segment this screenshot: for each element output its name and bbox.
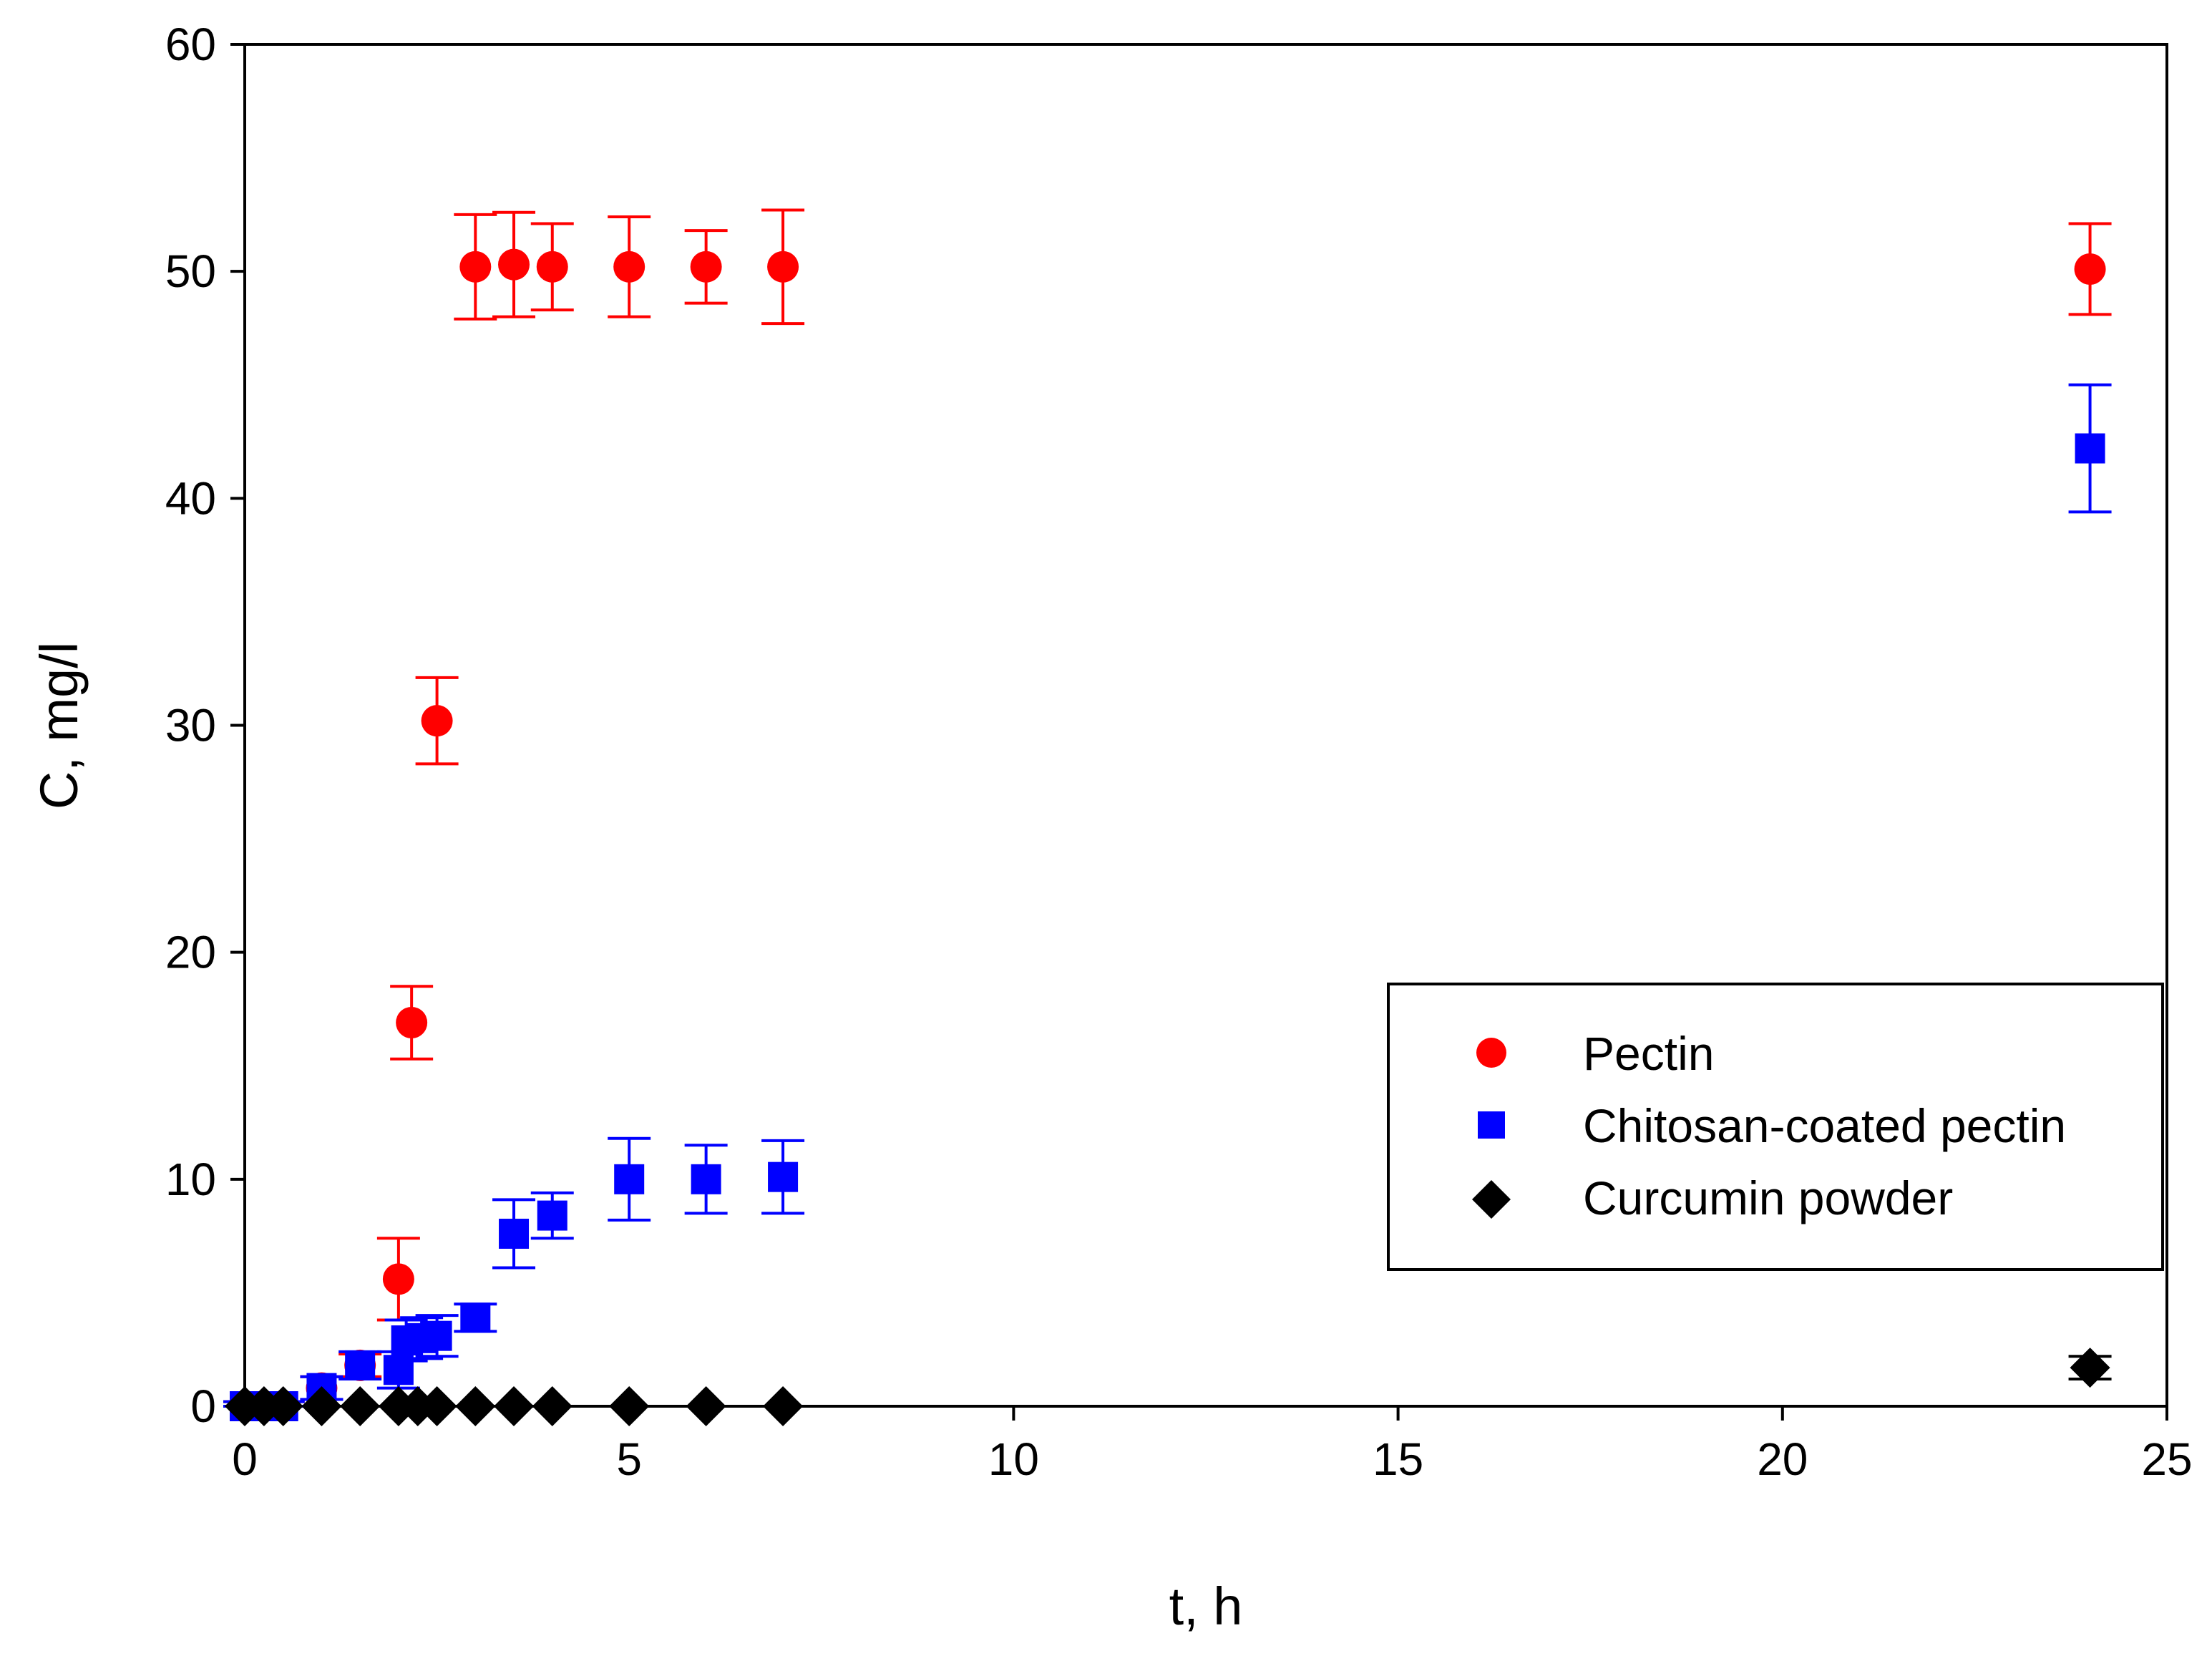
x-axis: 0 5 10 15 20 25 bbox=[232, 1406, 2193, 1485]
x-tick-label: 20 bbox=[1757, 1433, 1808, 1485]
x-tick-label: 10 bbox=[988, 1433, 1039, 1485]
data-point bbox=[498, 248, 530, 281]
y-axis-title: C, mg/l bbox=[29, 642, 89, 809]
x-tick-label: 15 bbox=[1373, 1433, 1423, 1485]
legend-label-pectin: Pectin bbox=[1583, 1027, 1714, 1080]
data-point bbox=[494, 1386, 535, 1426]
data-point bbox=[768, 1161, 799, 1192]
data-point bbox=[263, 1386, 303, 1426]
data-point bbox=[763, 1386, 804, 1426]
data-point bbox=[690, 250, 722, 283]
x-axis-title: t, h bbox=[1169, 1577, 1243, 1636]
data-point bbox=[340, 1386, 381, 1426]
legend-box bbox=[1387, 983, 2164, 1271]
data-point bbox=[422, 1320, 452, 1351]
legend-marker-chitosan-coated-pectin bbox=[1478, 1111, 1505, 1139]
data-point bbox=[767, 250, 799, 283]
x-tick-label: 25 bbox=[2141, 1433, 2192, 1485]
y-axis: 0 10 20 30 40 50 60 bbox=[165, 19, 245, 1432]
legend-marker-pectin bbox=[1476, 1038, 1506, 1068]
y-tick-label: 60 bbox=[165, 19, 216, 70]
data-point bbox=[2070, 1348, 2110, 1388]
data-point bbox=[614, 1164, 645, 1194]
series-layer bbox=[223, 208, 2112, 1426]
y-tick-label: 10 bbox=[165, 1154, 216, 1205]
data-point bbox=[460, 1302, 491, 1333]
x-tick-label: 5 bbox=[616, 1433, 642, 1485]
series-curcumin-powder bbox=[225, 1348, 2112, 1426]
data-point bbox=[613, 250, 645, 283]
data-point bbox=[421, 705, 453, 737]
data-point bbox=[609, 1386, 650, 1426]
data-point bbox=[536, 250, 568, 283]
data-point bbox=[691, 1164, 721, 1194]
y-tick-label: 40 bbox=[165, 472, 216, 524]
legend-item-chitosan-coated-pectin: Chitosan-coated pectin bbox=[1478, 1099, 2066, 1152]
data-point bbox=[416, 1386, 457, 1426]
data-point bbox=[2074, 253, 2106, 285]
y-tick-label: 50 bbox=[165, 245, 216, 297]
x-tick-label: 0 bbox=[232, 1433, 258, 1485]
data-point bbox=[459, 250, 492, 283]
data-point bbox=[396, 1006, 428, 1038]
y-tick-label: 0 bbox=[190, 1380, 216, 1432]
data-point bbox=[455, 1386, 496, 1426]
legend-label-chitosan-coated-pectin: Chitosan-coated pectin bbox=[1583, 1099, 2066, 1152]
data-point bbox=[499, 1218, 530, 1249]
data-point bbox=[532, 1386, 573, 1426]
y-tick-label: 30 bbox=[165, 700, 216, 751]
data-point bbox=[382, 1263, 414, 1295]
legend-marker-curcumin-powder bbox=[1472, 1180, 1511, 1219]
data-point bbox=[2075, 433, 2105, 464]
data-point bbox=[301, 1386, 342, 1426]
data-point bbox=[345, 1350, 376, 1380]
series-chitosan-coated-pectin bbox=[223, 383, 2112, 1421]
legend-item-pectin: Pectin bbox=[1476, 1027, 1714, 1080]
data-point bbox=[537, 1200, 567, 1231]
legend-item-curcumin-powder: Curcumin powder bbox=[1472, 1172, 1953, 1224]
y-tick-label: 20 bbox=[165, 927, 216, 978]
legend: Pectin Chitosan-coated pectin Curcumin p… bbox=[1387, 983, 2164, 1271]
data-point bbox=[686, 1386, 726, 1426]
legend-label-curcumin-powder: Curcumin powder bbox=[1583, 1172, 1953, 1224]
